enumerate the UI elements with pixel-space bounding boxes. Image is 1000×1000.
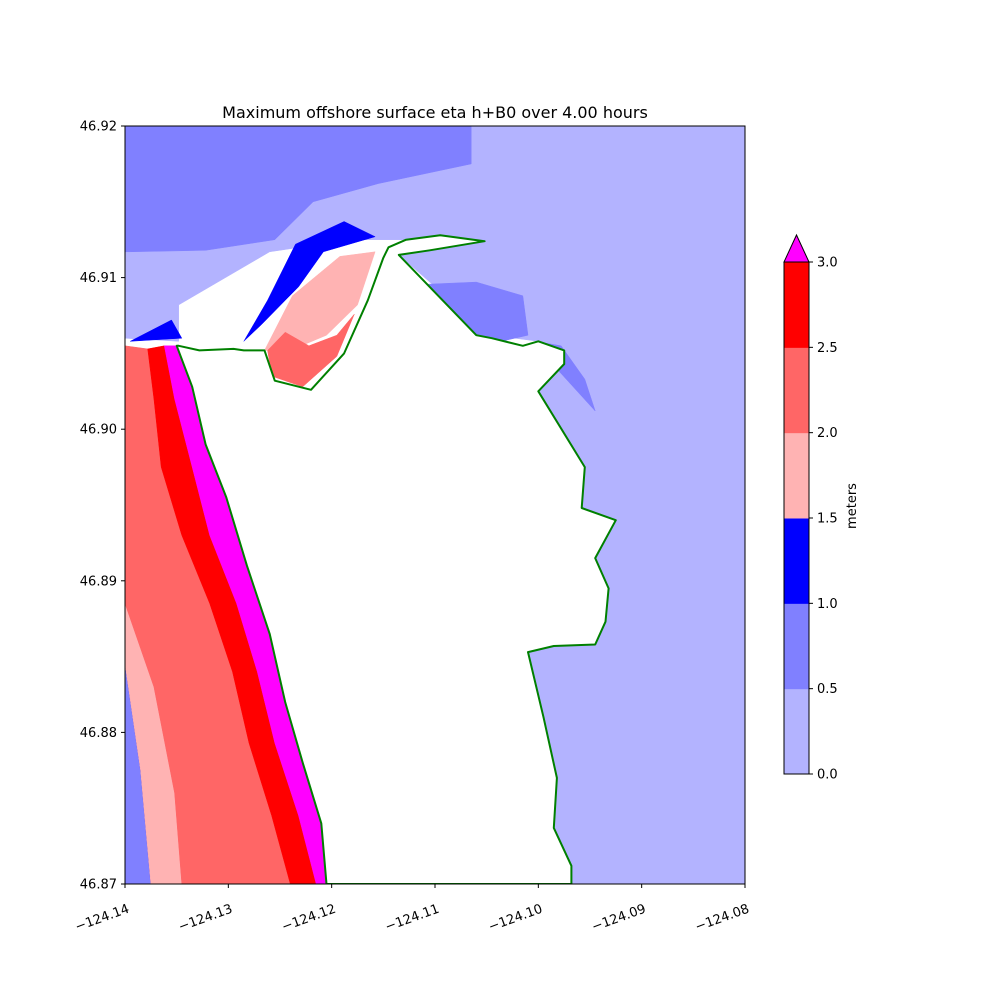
- eta-region-1: [125, 126, 472, 253]
- colorbar-segment: [784, 347, 809, 434]
- colorbar-tick-label: 3.0: [817, 256, 838, 271]
- colorbar-tick-label: 0.0: [817, 768, 838, 783]
- x-tick-label: −124.14: [73, 902, 131, 935]
- x-tick-label: −124.10: [487, 902, 545, 935]
- y-tick-label: 46.88: [80, 726, 117, 741]
- coastline-land-0: [175, 234, 617, 884]
- colorbar-segment: [784, 688, 809, 775]
- colorbar-segment: [784, 432, 809, 519]
- colorbar: 0.0 0.5 1.0 1.5 2.0 2.5 3.0: [783, 233, 838, 783]
- colorbar-segment: [784, 518, 809, 604]
- colorbar-extend-arrow: [783, 233, 810, 263]
- y-axis: 46.87 46.88 46.89 46.90 46.91 46.92: [80, 120, 125, 893]
- eta-region-6: [130, 319, 183, 342]
- colorbar-tick-label: 1.5: [817, 512, 838, 527]
- x-tick-label: −124.12: [280, 902, 338, 935]
- x-tick-label: −124.13: [177, 902, 235, 935]
- y-tick-label: 46.89: [80, 574, 117, 589]
- x-tick-label: −124.11: [383, 902, 441, 935]
- x-axis: −124.14 −124.13 −124.12 −124.11 −124.10 −124.…: [73, 884, 751, 935]
- colorbar-segment: [784, 262, 809, 348]
- plot-area: [125, 126, 745, 884]
- x-tick-label: −124.09: [590, 902, 648, 935]
- y-tick-label: 46.90: [80, 423, 117, 438]
- x-tick-label: −124.08: [693, 902, 751, 935]
- colorbar-tick-label: 1.0: [817, 597, 838, 612]
- y-tick-label: 46.92: [80, 120, 117, 135]
- colorbar-tick-label: 2.0: [817, 426, 838, 441]
- eta-region-10: [267, 313, 355, 388]
- colorbar-segment: [784, 603, 809, 690]
- eta-region-5: [243, 221, 376, 342]
- colorbar-label: meters: [845, 483, 860, 529]
- y-tick-label: 46.91: [80, 271, 117, 286]
- chart-title: Maximum offshore surface eta h+B0 over 4…: [222, 103, 648, 122]
- colorbar-tick-label: 0.5: [817, 682, 838, 697]
- colorbar-tick-label: 2.5: [817, 341, 838, 356]
- y-tick-label: 46.87: [80, 878, 117, 893]
